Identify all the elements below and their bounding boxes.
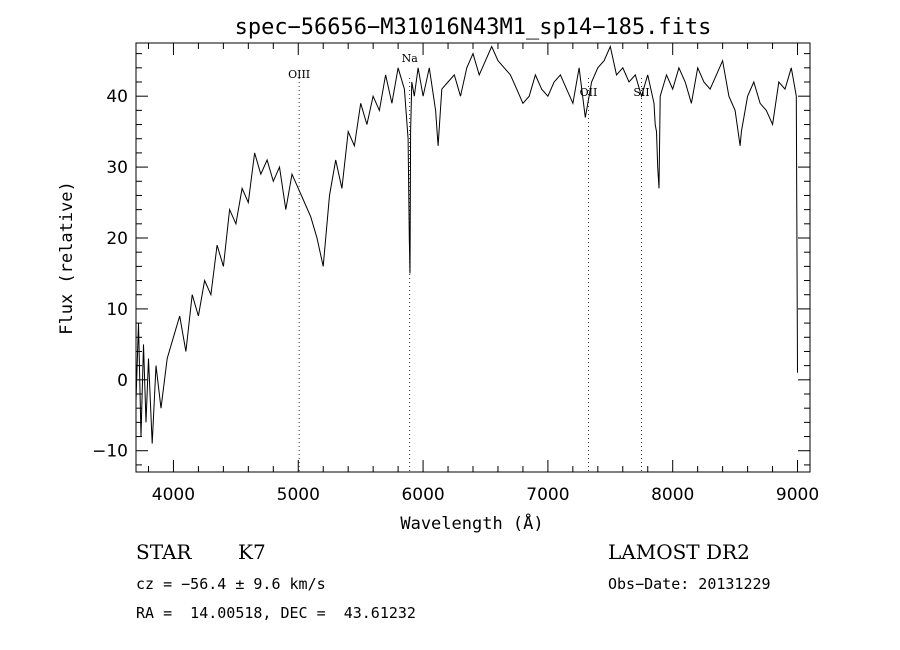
object-subclass-label: K7: [238, 540, 266, 564]
x-tick-label: 8000: [651, 485, 694, 505]
x-tick-label: 4000: [152, 485, 195, 505]
x-axis-label: Wavelength (Å): [400, 512, 543, 534]
axis-ticks: [136, 43, 810, 472]
line-marker-label: Na: [402, 52, 419, 65]
y-tick-label: 10: [106, 300, 128, 320]
y-tick-label: −10: [92, 442, 128, 462]
line-marker-label: OII: [580, 86, 598, 99]
velocity-readout: cz = −56.4 ± 9.6 km/s: [136, 575, 326, 593]
object-class-label: STAR: [136, 540, 192, 564]
chart-title: spec−56656−M31016N43M1_sp14−185.fits: [235, 15, 712, 40]
x-tick-label: 7000: [526, 485, 569, 505]
x-tick-label: 6000: [401, 485, 444, 505]
x-tick-label: 5000: [277, 485, 320, 505]
spectral-line-markers: OIII Na OII SII: [288, 52, 650, 472]
y-tick-label: 20: [106, 229, 128, 249]
x-tick-label: 9000: [776, 485, 819, 505]
spectrum-series-line: [135, 44, 798, 444]
line-marker-label: SII: [633, 86, 649, 99]
x-tick-labels: 4000 5000 6000 7000 8000 9000: [152, 485, 819, 505]
y-axis-label: Flux (relative): [57, 181, 77, 335]
survey-label: LAMOST DR2: [608, 540, 750, 564]
line-marker-label: OIII: [288, 68, 310, 81]
y-tick-label: 30: [106, 158, 128, 178]
plot-frame: [135, 42, 811, 473]
observation-date: Obs−Date: 20131229: [608, 575, 771, 593]
y-tick-label: 40: [106, 87, 128, 107]
coordinates-readout: RA = 14.00518, DEC = 43.61232: [136, 604, 416, 622]
y-tick-labels: −10 0 10 20 30 40: [92, 87, 128, 462]
y-tick-label: 0: [117, 371, 128, 391]
